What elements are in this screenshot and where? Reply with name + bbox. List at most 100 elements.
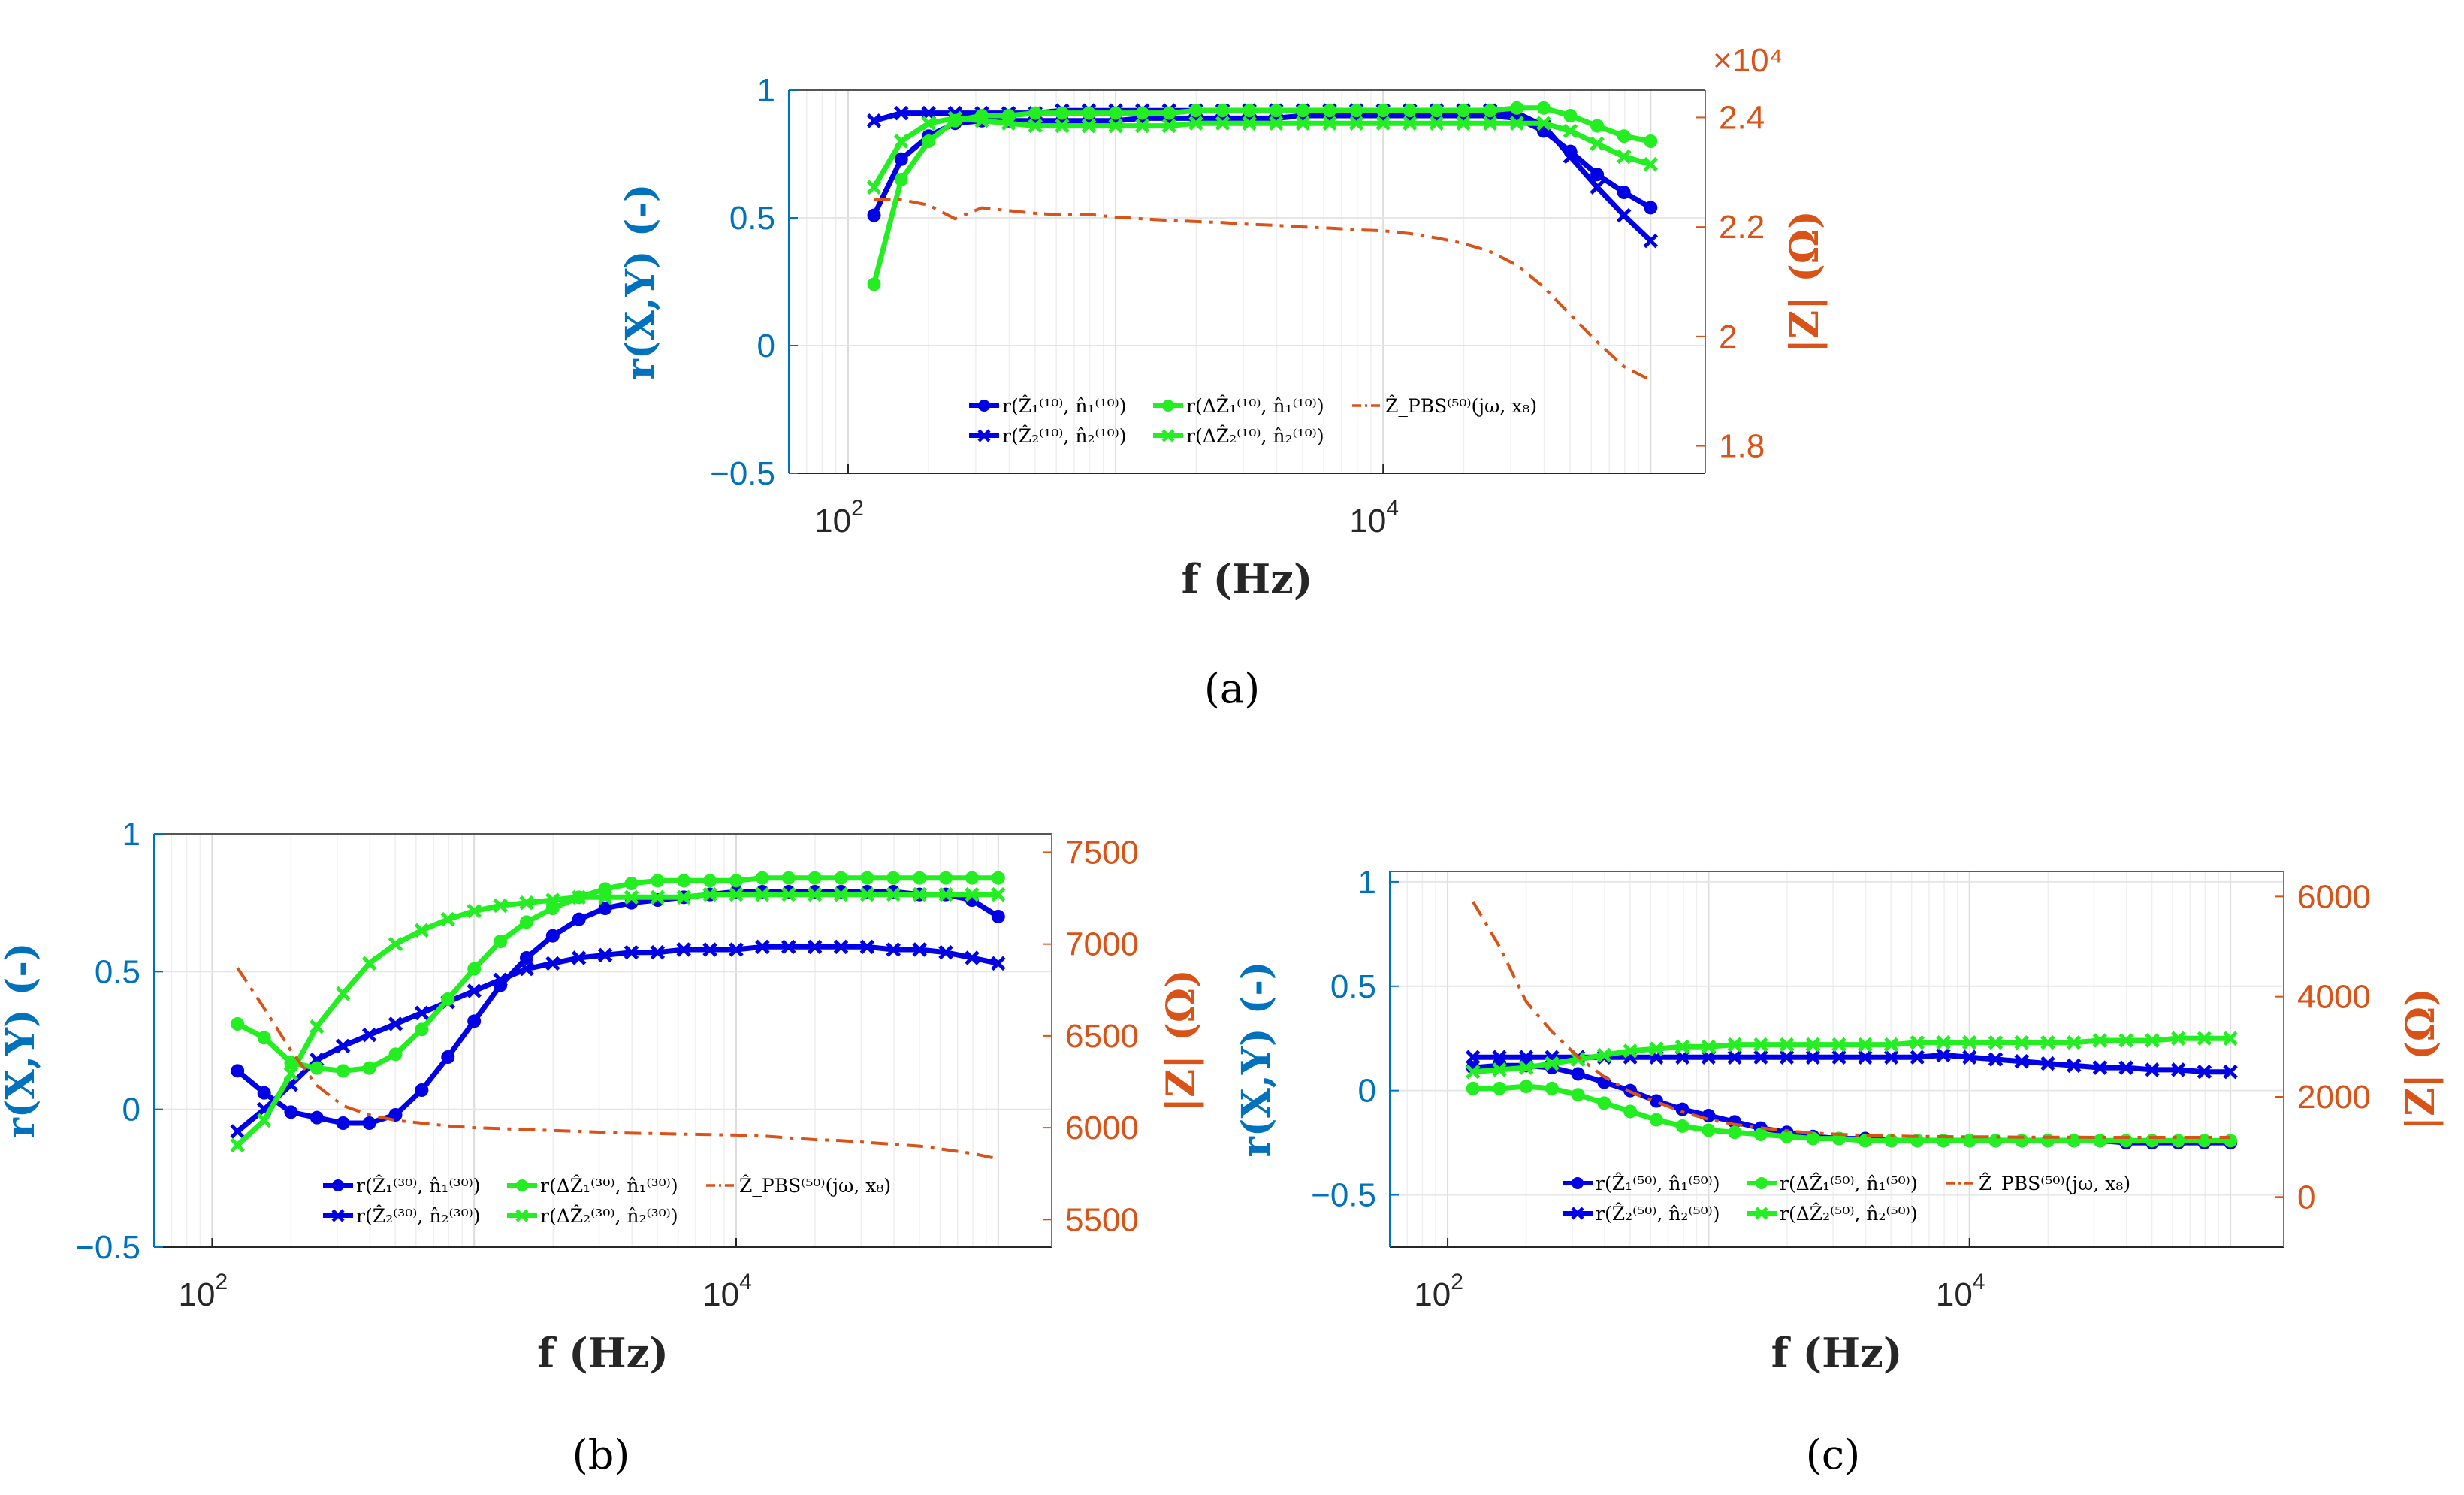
data-point <box>1483 104 1497 118</box>
data-point <box>624 877 639 890</box>
data-point <box>1702 1109 1716 1122</box>
data-point <box>519 961 534 977</box>
data-point <box>729 942 744 957</box>
y-tick-label-right: 2 <box>1719 319 1737 355</box>
data-point <box>1910 1050 1925 1065</box>
data-point <box>545 956 560 971</box>
data-point <box>257 1086 271 1100</box>
data-point <box>1493 1081 1507 1095</box>
data-point <box>598 902 612 915</box>
data-point <box>703 874 717 888</box>
data-point <box>1081 118 1097 134</box>
data-point <box>2118 1060 2133 1075</box>
panel-a: −0.5 0 0.5 1 1.8 2 2.2 2.4 102 104 ×10⁴ r(X,Y) (-) |… <box>618 42 1828 712</box>
data-point <box>493 972 508 988</box>
data-point <box>1403 104 1417 118</box>
data-point <box>414 923 430 938</box>
data-point <box>231 1064 245 1078</box>
data-point <box>519 915 533 929</box>
data-point <box>571 950 587 965</box>
data-point <box>1649 1113 1663 1127</box>
y-tick-label-left: −0.5 <box>75 1229 140 1266</box>
data-point <box>1883 1037 1899 1053</box>
data-point <box>1674 1039 1690 1055</box>
data-point <box>1322 104 1336 118</box>
data-point <box>1161 118 1177 134</box>
y-axis-label-right: |Z| (Ω) <box>1158 969 1204 1111</box>
y-axis-label-right: |Z| (Ω) <box>2398 988 2444 1130</box>
data-point <box>1805 1050 1821 1065</box>
data-point <box>1430 104 1444 118</box>
data-point <box>859 886 875 902</box>
data-point <box>545 929 560 943</box>
data-point <box>231 1017 245 1031</box>
data-point <box>1055 106 1069 120</box>
data-point <box>572 912 586 926</box>
data-point <box>1590 136 1605 152</box>
y-tick-label-left: 1 <box>1358 864 1376 901</box>
data-point <box>894 152 908 166</box>
data-point <box>1805 1037 1821 1053</box>
y-tick-label-left: −0.5 <box>1311 1177 1376 1214</box>
data-point <box>361 1027 377 1043</box>
data-point <box>597 947 613 963</box>
data-point <box>467 983 482 998</box>
data-point <box>2066 1035 2082 1050</box>
y-axis-label-left: r(X,Y) (-) <box>0 942 44 1138</box>
data-point <box>284 1105 298 1119</box>
data-point <box>415 1083 429 1097</box>
data-point <box>867 277 881 291</box>
data-point <box>1570 1052 1586 1067</box>
data-point <box>965 886 980 902</box>
x-axis-label: f (Hz) <box>1182 555 1313 603</box>
data-point <box>1779 1050 1795 1065</box>
data-point <box>362 1116 376 1130</box>
data-point <box>676 889 692 905</box>
data-point <box>1518 1060 1534 1075</box>
data-point <box>2170 1031 2186 1046</box>
series-a-4 <box>874 198 1652 382</box>
y-tick-label-left: 0 <box>757 328 775 364</box>
data-point <box>1295 116 1311 131</box>
data-point <box>441 1050 455 1064</box>
y-tick-label-right: 7500 <box>1065 834 1139 871</box>
data-point <box>597 889 613 905</box>
series-b-1 <box>230 939 1006 1139</box>
panel-b: −0.5 0 0.5 1 5500 6000 6500 7000 7500 102 104 r(X,Y… <box>0 816 1204 1478</box>
data-point <box>702 886 717 902</box>
data-point <box>1596 1047 1612 1063</box>
data-point <box>2014 1035 2029 1050</box>
data-point <box>1936 1047 1951 1063</box>
panel-caption: (c) <box>1806 1431 1860 1478</box>
data-point <box>1134 118 1150 134</box>
grid <box>788 89 1705 474</box>
data-point <box>1482 116 1498 131</box>
data-point <box>310 1019 325 1034</box>
data-point <box>2092 1033 2108 1048</box>
y-tick-label-right: 2000 <box>2297 1079 2371 1116</box>
y-tick-label-right: 2.2 <box>1719 209 1765 246</box>
legend-marker <box>332 1179 344 1191</box>
data-point <box>230 1124 245 1139</box>
legend-marker <box>516 1179 528 1191</box>
y-tick-label-left: 0.5 <box>729 200 775 237</box>
data-point <box>1545 1081 1559 1095</box>
data-point <box>1296 104 1310 118</box>
data-point <box>1429 116 1445 131</box>
data-point <box>1858 1037 1873 1053</box>
data-point <box>1590 180 1605 195</box>
data-point <box>1403 116 1418 131</box>
data-point <box>1643 156 1659 172</box>
series-line <box>874 198 1652 382</box>
data-point <box>256 1113 272 1128</box>
data-point <box>2040 1056 2055 1071</box>
y-tick-label-right: 7000 <box>1065 926 1139 963</box>
legend-label: r(ΔẐ₂⁽¹⁰⁾, n̂₂⁽¹⁰⁾) <box>1186 425 1324 447</box>
data-point <box>1623 1104 1638 1119</box>
data-point <box>440 911 456 927</box>
y-tick-label-left: 1 <box>757 72 775 109</box>
legend-marker <box>331 1209 345 1222</box>
legend-marker <box>1571 1207 1584 1220</box>
data-point <box>912 942 927 957</box>
